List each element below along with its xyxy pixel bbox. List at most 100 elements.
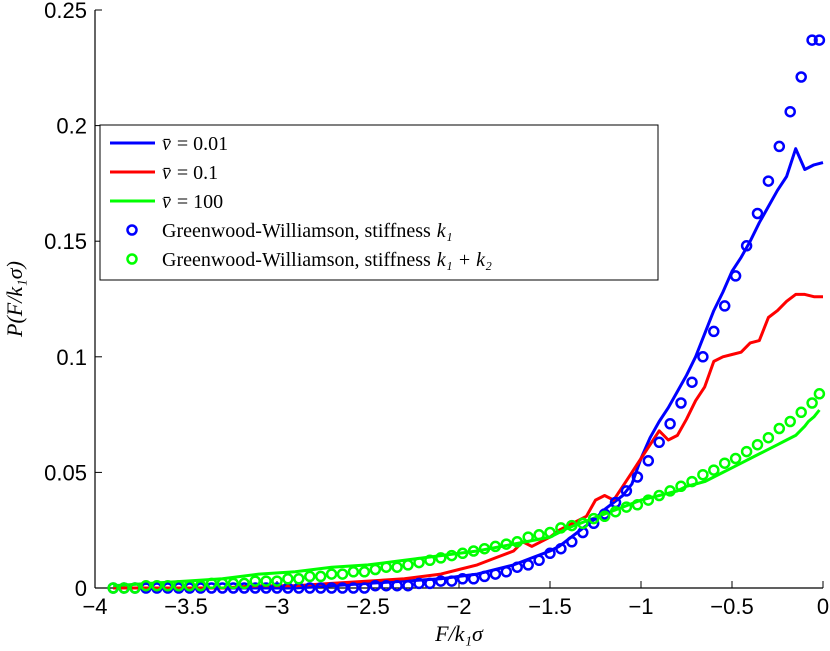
data-point bbox=[511, 536, 523, 548]
data-point bbox=[129, 582, 141, 594]
data-point bbox=[478, 570, 491, 583]
data-point bbox=[500, 538, 513, 550]
legend-label-value: k₁ bbox=[437, 220, 453, 242]
data-point bbox=[664, 418, 676, 430]
data-point bbox=[609, 505, 622, 518]
data-point bbox=[522, 531, 534, 543]
data-point bbox=[686, 475, 698, 488]
data-point bbox=[118, 582, 130, 594]
data-point bbox=[577, 517, 589, 530]
data-point bbox=[260, 582, 272, 594]
legend-label-value: = 0.01 bbox=[177, 133, 228, 155]
data-point bbox=[653, 489, 665, 502]
legend-entry: Greenwood-Williamson, stiffness k₁ + k₂ bbox=[126, 249, 492, 271]
data-point bbox=[467, 545, 480, 557]
legend-label-part: Greenwood-Williamson, stiffness bbox=[162, 220, 431, 242]
legend-entry: v̄ = 0.1 bbox=[110, 162, 218, 184]
data-point bbox=[478, 542, 491, 555]
data-point bbox=[587, 517, 600, 530]
data-point bbox=[740, 240, 753, 252]
series-1 bbox=[113, 292, 823, 590]
data-point bbox=[642, 494, 655, 506]
data-point bbox=[751, 438, 764, 451]
data-point bbox=[555, 522, 567, 534]
x-axis-label: F/k₁σ bbox=[434, 621, 484, 646]
y-axis-label: P(F/k₁σ) bbox=[2, 261, 27, 338]
data-point bbox=[445, 549, 458, 562]
legend-label-value: = 0.1 bbox=[177, 162, 218, 184]
data-point bbox=[566, 536, 578, 548]
data-point bbox=[784, 105, 796, 118]
data-point bbox=[314, 570, 327, 583]
data-point bbox=[489, 568, 502, 580]
data-point bbox=[773, 422, 786, 435]
data-point bbox=[435, 575, 447, 587]
data-point bbox=[391, 561, 403, 573]
data-point bbox=[413, 577, 425, 590]
data-point bbox=[708, 464, 720, 476]
legend-entry: v̄ = 100 bbox=[110, 191, 223, 213]
data-point bbox=[162, 579, 174, 592]
data-point bbox=[325, 568, 338, 580]
data-point bbox=[238, 577, 250, 590]
x-tick-label: −0.5 bbox=[710, 594, 753, 619]
data-point bbox=[172, 579, 185, 592]
legend-box bbox=[99, 124, 659, 281]
y-tick-label: 0.15 bbox=[44, 229, 87, 254]
legend-label-value: k₁ + k₂ bbox=[437, 249, 492, 271]
data-point bbox=[555, 542, 567, 555]
y-tick-label: 0.05 bbox=[44, 460, 87, 485]
data-point bbox=[806, 34, 818, 46]
data-point bbox=[216, 577, 229, 590]
data-point bbox=[413, 556, 425, 569]
data-point bbox=[369, 579, 382, 592]
data-point bbox=[380, 579, 392, 592]
x-tick-label: −2 bbox=[446, 594, 471, 619]
data-point bbox=[522, 559, 534, 571]
data-point bbox=[271, 575, 283, 587]
data-point bbox=[697, 351, 709, 363]
data-point bbox=[424, 577, 436, 590]
data-point bbox=[249, 575, 261, 587]
data-point bbox=[358, 566, 371, 578]
y-tick-label: 0.25 bbox=[44, 0, 87, 23]
data-point bbox=[445, 575, 458, 587]
data-point bbox=[107, 582, 119, 594]
data-point bbox=[227, 582, 240, 594]
data-point bbox=[456, 547, 469, 560]
legend-label: v̄ = 0.01 bbox=[162, 133, 228, 155]
data-point bbox=[729, 270, 742, 282]
data-point bbox=[140, 579, 152, 592]
legend-label: Greenwood-Williamson, stiffness k₁ + k₂ bbox=[162, 249, 492, 271]
x-tick-label: −3 bbox=[264, 594, 289, 619]
series-line bbox=[113, 292, 823, 590]
data-point bbox=[718, 300, 731, 312]
series-2 bbox=[113, 409, 821, 588]
data-point bbox=[424, 554, 436, 567]
data-point bbox=[533, 529, 545, 541]
legend-label-part: v̄ bbox=[162, 162, 171, 184]
data-point bbox=[708, 325, 720, 338]
data-point bbox=[511, 561, 523, 573]
data-point bbox=[304, 570, 316, 583]
legend-label: v̄ = 100 bbox=[162, 191, 223, 213]
x-tick-label: −1.5 bbox=[528, 594, 571, 619]
data-point bbox=[380, 561, 392, 573]
data-point bbox=[762, 431, 775, 444]
data-point bbox=[205, 577, 218, 590]
data-point bbox=[762, 175, 775, 187]
x-tick-label: −2.5 bbox=[346, 594, 389, 619]
legend: v̄ = 0.01 v̄ = 0.1 v̄ = 100 Greenwood-Williams… bbox=[99, 124, 659, 281]
data-point bbox=[686, 376, 698, 388]
data-point bbox=[325, 582, 338, 594]
data-point bbox=[697, 468, 709, 481]
data-point bbox=[467, 573, 480, 585]
data-point bbox=[773, 140, 786, 153]
data-point bbox=[729, 452, 742, 465]
data-point bbox=[653, 436, 665, 449]
x-tick-label: −4 bbox=[82, 594, 107, 619]
data-point bbox=[336, 582, 349, 594]
data-point bbox=[402, 579, 414, 592]
y-tick-label: 0 bbox=[75, 576, 87, 601]
